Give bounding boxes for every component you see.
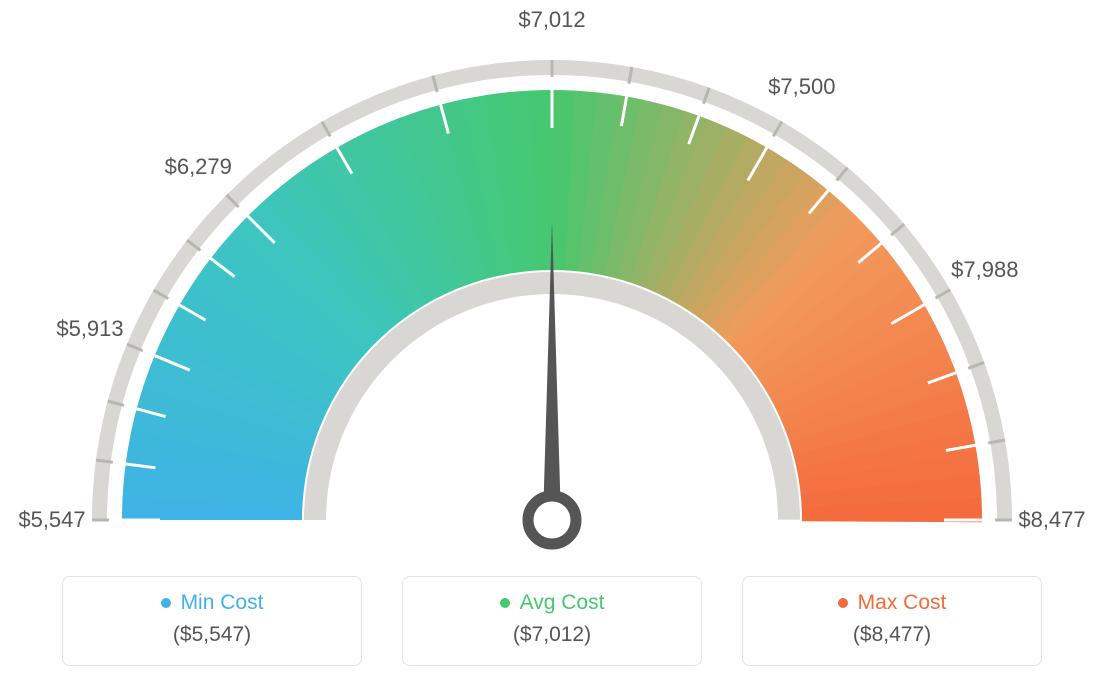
legend-label-min: Min Cost [181,591,264,615]
legend-value-min: ($5,547) [63,623,361,647]
gauge-tick-label: $7,988 [951,257,1018,283]
legend-title-avg: Avg Cost [500,591,605,615]
legend-title-min: Min Cost [161,591,264,615]
legend-label-max: Max Cost [858,591,947,615]
gauge-tick-label: $5,913 [56,316,123,342]
legend-card-avg: Avg Cost ($7,012) [402,576,702,666]
legend-value-avg: ($7,012) [403,623,701,647]
gauge-tick-label: $5,547 [18,507,85,533]
legend-label-avg: Avg Cost [520,591,605,615]
gauge-tick-label: $6,279 [165,154,232,180]
gauge-tick-label: $7,500 [768,74,835,100]
legend-row: Min Cost ($5,547) Avg Cost ($7,012) Max … [62,576,1042,666]
cost-gauge: $5,547$5,913$6,279$7,012$7,500$7,988$8,4… [52,20,1052,560]
gauge-tick-label: $8,477 [1018,507,1085,533]
legend-card-max: Max Cost ($8,477) [742,576,1042,666]
legend-title-max: Max Cost [838,591,947,615]
gauge-tick-label: $7,012 [518,7,585,33]
legend-card-min: Min Cost ($5,547) [62,576,362,666]
legend-dot-max [838,598,848,608]
legend-dot-min [161,598,171,608]
legend-value-max: ($8,477) [743,623,1041,647]
legend-dot-avg [500,598,510,608]
gauge-svg [52,20,1052,580]
